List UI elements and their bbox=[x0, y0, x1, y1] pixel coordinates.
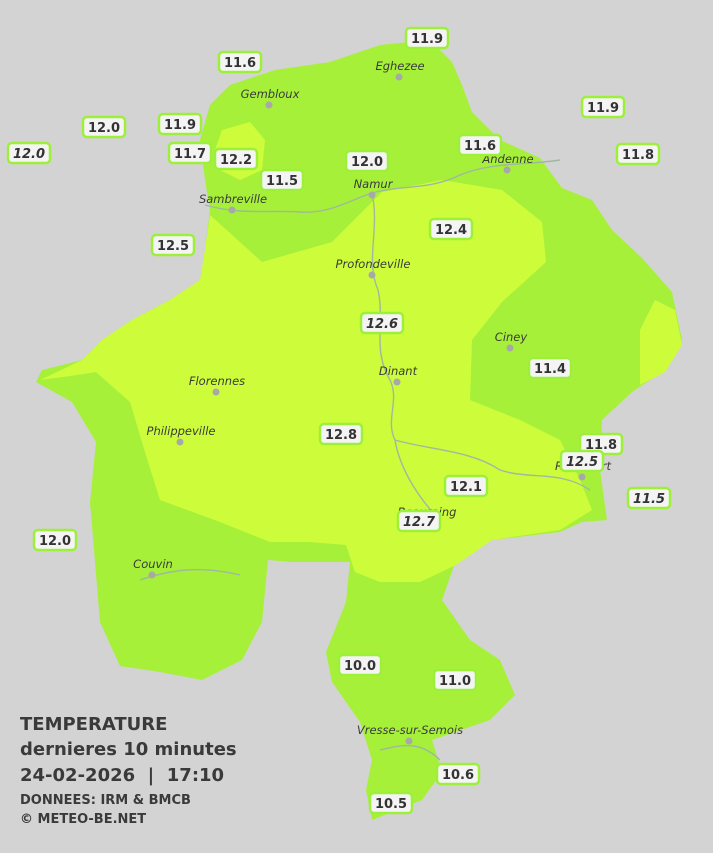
station-box bbox=[559, 449, 605, 473]
city-dot bbox=[176, 438, 184, 446]
station-box bbox=[432, 668, 478, 692]
station-box bbox=[217, 50, 263, 74]
station-value: 10.0 bbox=[344, 659, 376, 674]
legend-title: TEMPERATURE bbox=[20, 714, 167, 735]
station-box bbox=[580, 95, 626, 119]
station-box bbox=[81, 115, 127, 139]
city-label: Philippeville bbox=[147, 424, 216, 438]
city-dot bbox=[393, 378, 401, 386]
city-dot bbox=[578, 473, 586, 481]
station-value: 11.7 bbox=[174, 147, 206, 162]
station-value: 11.6 bbox=[464, 139, 496, 154]
station-value: 10.5 bbox=[375, 797, 407, 812]
city-label: Profondeville bbox=[336, 257, 411, 271]
station-box bbox=[150, 233, 196, 257]
station-value: 11.9 bbox=[587, 101, 619, 116]
station-box bbox=[259, 168, 305, 192]
station-value: 11.9 bbox=[164, 118, 196, 133]
city-label: Namur bbox=[354, 177, 394, 191]
city-label: Dinant bbox=[379, 364, 418, 378]
city-dot bbox=[368, 191, 376, 199]
station-box bbox=[344, 149, 390, 173]
station-box bbox=[443, 474, 489, 498]
station-value: 11.5 bbox=[266, 174, 298, 189]
legend-datetime: 24-02-2026 | 17:10 bbox=[20, 765, 224, 786]
city-dot bbox=[405, 737, 413, 745]
station-value: 11.6 bbox=[224, 56, 256, 71]
city-dot bbox=[395, 73, 403, 81]
legend-copyright: © METEO-BE.NET bbox=[20, 812, 146, 827]
station-value: 11.9 bbox=[411, 32, 443, 47]
zone-yellow bbox=[640, 300, 682, 385]
station-value: 12.5 bbox=[566, 455, 598, 470]
station-value: 12.0 bbox=[351, 155, 383, 170]
station-box bbox=[32, 528, 78, 552]
stations: 11.6 11.9 12.0 11.9 11.9 12.0 11.7 12.2 12.0 11.6… bbox=[6, 26, 672, 815]
city-dot bbox=[503, 166, 511, 174]
city-dot bbox=[212, 388, 220, 396]
city-dot bbox=[148, 571, 156, 579]
station-value: 12.5 bbox=[157, 239, 189, 254]
city-dot bbox=[506, 344, 514, 352]
station-box bbox=[368, 791, 414, 815]
city-dot bbox=[265, 101, 273, 109]
city-dot bbox=[368, 271, 376, 279]
station-box bbox=[626, 486, 672, 510]
city-label: Vresse-sur-Semois bbox=[357, 723, 463, 737]
station-box bbox=[167, 141, 213, 165]
station-box bbox=[396, 509, 442, 533]
station-box bbox=[428, 217, 474, 241]
station-value: 12.4 bbox=[435, 223, 467, 238]
station-value: 12.2 bbox=[220, 153, 252, 168]
station-value: 12.6 bbox=[366, 317, 398, 332]
station-value: 12.0 bbox=[88, 121, 120, 136]
station-value: 11.4 bbox=[534, 362, 566, 377]
city-label: Gembloux bbox=[241, 87, 300, 101]
station-box bbox=[359, 311, 405, 335]
station-value: 11.5 bbox=[633, 492, 665, 507]
city-label: Sambreville bbox=[199, 192, 267, 206]
city-label: Ciney bbox=[495, 330, 528, 344]
station-box bbox=[435, 762, 481, 786]
station-box bbox=[213, 147, 259, 171]
city-dot bbox=[228, 206, 236, 214]
city-label: Eghezee bbox=[375, 59, 424, 73]
station-value: 11.8 bbox=[585, 438, 617, 453]
station-box bbox=[457, 133, 503, 157]
legend-source: DONNEES: IRM & BMCB bbox=[20, 793, 191, 808]
station-box bbox=[404, 26, 450, 50]
station-value: 12.0 bbox=[39, 534, 71, 549]
station-box bbox=[6, 141, 52, 165]
station-value: 11.8 bbox=[622, 148, 654, 163]
station-value: 11.0 bbox=[439, 674, 471, 689]
station-value: 10.6 bbox=[442, 768, 474, 783]
station-value: 12.7 bbox=[403, 515, 436, 530]
station-box bbox=[318, 422, 364, 446]
station-value: 12.8 bbox=[325, 428, 357, 443]
station-value: 12.1 bbox=[450, 480, 482, 495]
station-box bbox=[157, 112, 203, 136]
legend-subtitle: dernieres 10 minutes bbox=[20, 739, 237, 760]
city-label: Florennes bbox=[189, 374, 245, 388]
station-value: 12.0 bbox=[13, 147, 45, 162]
station-box bbox=[337, 653, 383, 677]
city-label: Couvin bbox=[133, 557, 173, 571]
station-box bbox=[527, 356, 573, 380]
station-box bbox=[615, 142, 661, 166]
